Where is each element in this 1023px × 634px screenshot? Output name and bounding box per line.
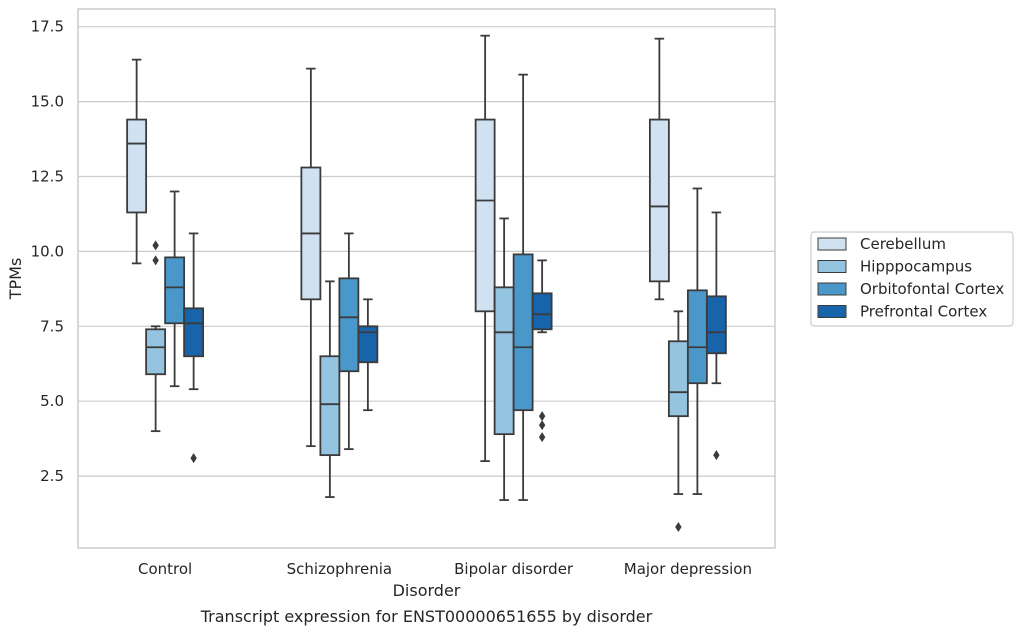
outlier-point [152, 240, 159, 251]
box-body [164, 256, 186, 325]
outlier-point [538, 411, 546, 422]
x-tick-label: Bipolar disorder [454, 560, 574, 578]
plot-frame [77, 8, 776, 549]
legend-swatch [817, 237, 847, 251]
legend-item: Cerebellum [817, 235, 946, 253]
x-tick-label: Major depression [624, 560, 752, 578]
box-body [357, 325, 379, 364]
box-body [493, 286, 515, 436]
outlier-point [538, 432, 546, 443]
box-body [126, 118, 148, 214]
box-orbitofontal-cortex [512, 73, 534, 501]
box-orbitofontal-cortex [338, 232, 360, 451]
box-orbitofontal-cortex [686, 187, 708, 495]
y-tick-label: 5.0 [40, 392, 64, 410]
box-cerebellum [474, 34, 496, 463]
box-body [183, 307, 205, 358]
legend-frame [810, 231, 1014, 327]
y-tick-label: 17.5 [31, 18, 64, 36]
box-prefrontal-cortex [705, 211, 727, 461]
box-prefrontal-cortex [531, 259, 553, 443]
x-tick-label: Schizophrenia [287, 560, 392, 578]
legend-item: Orbitofontal Cortex [817, 280, 1004, 298]
box-body [145, 328, 167, 376]
box-cerebellum [300, 67, 322, 448]
outlier-point [190, 453, 197, 464]
box-hipppocampus [493, 217, 515, 501]
box-body [512, 253, 534, 412]
legend-label: Hipppocampus [860, 258, 972, 276]
legend-swatch [817, 305, 847, 318]
box-body [667, 340, 689, 418]
chart-caption: Transcript expression for ENST0000065165… [200, 607, 653, 626]
box-hipppocampus [319, 280, 341, 498]
outlier-point [713, 450, 720, 461]
x-tick-label: Control [138, 560, 192, 578]
legend-label: Orbitofontal Cortex [860, 280, 1004, 298]
outlier-point [675, 522, 682, 533]
boxes [126, 34, 727, 533]
box-cerebellum [648, 37, 670, 301]
box-hipppocampus [667, 310, 689, 533]
legend: Cerebellum Hipppocampus Orbitofontal Corte… [810, 231, 1014, 327]
legend-swatch [817, 282, 847, 296]
legend-label: Prefrontal Cortex [860, 303, 987, 321]
legend-swatch [817, 260, 847, 273]
box-body [531, 292, 553, 331]
y-tick-label: 2.5 [40, 467, 64, 485]
box-orbitofontal-cortex [164, 190, 186, 388]
box-body [338, 277, 360, 373]
outlier-point [152, 255, 159, 266]
x-axis-label: Disorder [393, 581, 461, 600]
box-prefrontal-cortex [357, 298, 379, 412]
box-cerebellum [126, 58, 148, 265]
y-tick-labels: 2.5 5.0 7.5 10.0 12.5 15.0 17.5 [31, 18, 64, 485]
box-body [319, 355, 341, 457]
box-body [474, 118, 496, 313]
legend-label: Cerebellum [860, 235, 946, 253]
box-hipppocampus [145, 240, 167, 433]
outlier-point [538, 420, 546, 431]
box-prefrontal-cortex [183, 232, 205, 464]
box-body [705, 295, 727, 355]
legend-item: Hipppocampus [817, 258, 972, 276]
box-body [686, 289, 708, 385]
y-axis-label: TPMs [6, 258, 25, 301]
y-tick-label: 7.5 [40, 317, 64, 335]
legend-item: Prefrontal Cortex [817, 303, 987, 321]
y-tick-label: 12.5 [31, 167, 64, 185]
y-tick-label: 15.0 [31, 93, 64, 111]
box-body [648, 118, 670, 283]
y-tick-label: 10.0 [31, 242, 64, 260]
x-tick-labels: Control Schizophrenia Bipolar disorder Majo… [138, 560, 752, 578]
